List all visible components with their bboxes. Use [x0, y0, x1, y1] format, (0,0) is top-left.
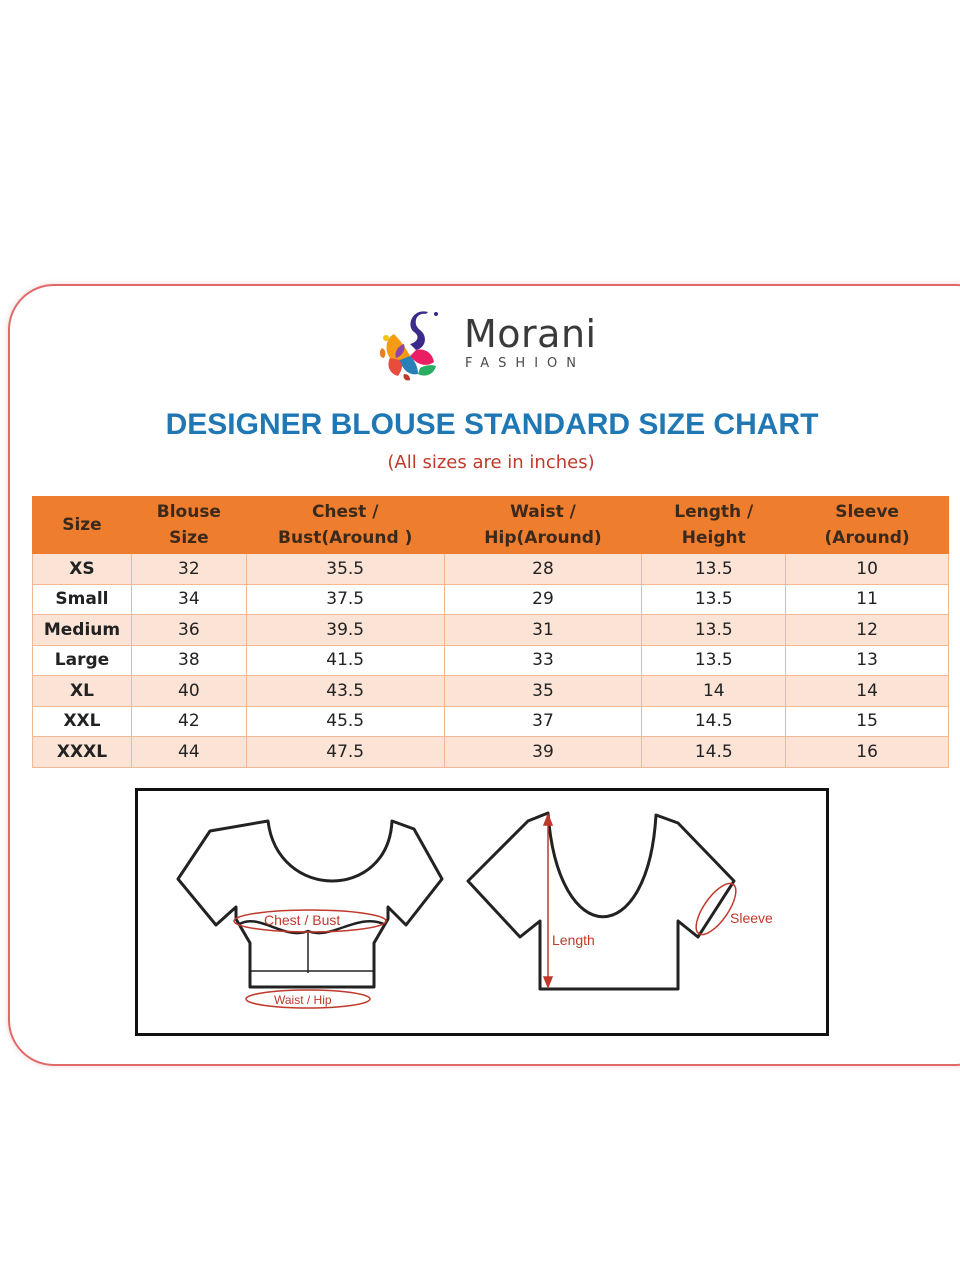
waist-cell: 33 — [443, 644, 643, 676]
sleeve-cell: 11 — [785, 583, 949, 615]
blouse-size-cell: 44 — [130, 736, 247, 768]
size-cell: XL — [32, 675, 132, 707]
header-sleeve: Sleeve (Around) — [785, 496, 949, 554]
table-row: Small 34 37.5 29 13.5 11 — [32, 583, 949, 615]
size-cell: XXL — [32, 705, 132, 737]
waist-cell: 28 — [443, 553, 643, 585]
length-cell: 14.5 — [641, 736, 787, 768]
brand-tagline: FASHION — [465, 356, 585, 371]
waist-cell: 37 — [443, 705, 643, 737]
length-cell: 13.5 — [641, 583, 787, 615]
brand-name: Morani — [464, 312, 597, 356]
size-cell: XXXL — [32, 736, 132, 768]
chest-cell: 41.5 — [245, 644, 445, 676]
chest-cell: 47.5 — [245, 736, 445, 768]
length-cell: 13.5 — [641, 644, 787, 676]
blouse-back-illustration — [466, 811, 736, 991]
sleeve-cell: 12 — [785, 614, 949, 646]
measurement-diagram: Chest / Bust Waist / Hip Length Sleeve — [135, 788, 829, 1036]
blouse-size-cell: 32 — [130, 553, 247, 585]
waist-hip-label: Waist / Hip — [274, 993, 332, 1007]
header-size: Size — [32, 496, 132, 554]
chest-cell: 45.5 — [245, 705, 445, 737]
chest-bust-label: Chest / Bust — [264, 912, 340, 928]
sleeve-cell: 14 — [785, 675, 949, 707]
length-arrow-icon — [542, 812, 554, 990]
blouse-front-illustration — [176, 819, 444, 989]
blouse-size-cell: 38 — [130, 644, 247, 676]
sleeve-marker — [695, 882, 737, 936]
size-cell: XS — [32, 553, 132, 585]
length-cell: 14 — [641, 675, 787, 707]
header-length-height: Length / Height — [641, 496, 787, 554]
size-table: Size Blouse Size Chest / Bust(Around ) Wai… — [32, 496, 949, 768]
size-cell: Large — [32, 644, 132, 676]
sleeve-cell: 13 — [785, 644, 949, 676]
waist-cell: 29 — [443, 583, 643, 615]
length-cell: 13.5 — [641, 614, 787, 646]
waist-cell: 39 — [443, 736, 643, 768]
chest-cell: 35.5 — [245, 553, 445, 585]
length-label: Length — [552, 932, 595, 948]
header-chest-bust: Chest / Bust(Around ) — [245, 496, 445, 554]
table-row: Large 38 41.5 33 13.5 13 — [32, 644, 949, 676]
chest-cell: 43.5 — [245, 675, 445, 707]
waist-cell: 31 — [443, 614, 643, 646]
sleeve-label: Sleeve — [730, 910, 773, 926]
header-blouse-size: Blouse Size — [130, 496, 247, 554]
sleeve-cell: 16 — [785, 736, 949, 768]
size-cell: Medium — [32, 614, 132, 646]
sleeve-cell: 15 — [785, 705, 949, 737]
table-row: XL 40 43.5 35 14 14 — [32, 675, 949, 707]
waist-cell: 35 — [443, 675, 643, 707]
chart-subtitle: (All sizes are in inches) — [387, 452, 595, 473]
blouse-size-cell: 34 — [130, 583, 247, 615]
blouse-size-cell: 42 — [130, 705, 247, 737]
chart-title: DESIGNER BLOUSE STANDARD SIZE CHART — [165, 408, 819, 441]
table-row: XXXL 44 47.5 39 14.5 16 — [32, 736, 949, 768]
blouse-size-cell: 36 — [130, 614, 247, 646]
header-waist-hip: Waist / Hip(Around) — [443, 496, 643, 554]
chest-cell: 37.5 — [245, 583, 445, 615]
blouse-size-cell: 40 — [130, 675, 247, 707]
chest-cell: 39.5 — [245, 614, 445, 646]
table-row: XXL 42 45.5 37 14.5 15 — [32, 705, 949, 737]
waist-hip-marker — [245, 989, 371, 1009]
table-row: XS 32 35.5 28 13.5 10 — [32, 553, 949, 585]
table-row: Medium 36 39.5 31 13.5 12 — [32, 614, 949, 646]
peacock-logo-icon — [379, 311, 438, 381]
sleeve-cell: 10 — [785, 553, 949, 585]
length-cell: 14.5 — [641, 705, 787, 737]
table-header-row: Size Blouse Size Chest / Bust(Around ) Wai… — [32, 496, 949, 554]
brand-logo: Morani FASHION — [376, 304, 606, 384]
chest-bust-marker — [233, 909, 387, 933]
size-cell: Small — [32, 583, 132, 615]
length-cell: 13.5 — [641, 553, 787, 585]
